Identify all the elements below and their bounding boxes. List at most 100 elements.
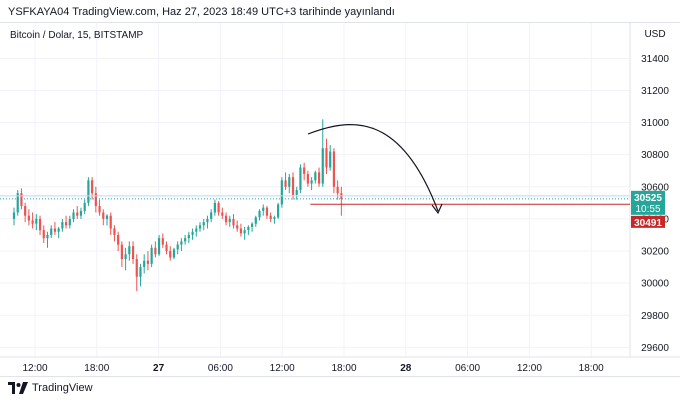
candle-body xyxy=(20,193,23,207)
candle-body xyxy=(124,254,127,260)
candle-body xyxy=(53,228,57,232)
overlays xyxy=(0,195,630,205)
candle-body xyxy=(16,193,19,213)
candle-body xyxy=(180,241,183,245)
user-drawing[interactable] xyxy=(307,124,443,215)
y-tick-label: 30800 xyxy=(641,150,669,161)
candle-body xyxy=(254,217,257,224)
candle-body xyxy=(94,193,97,207)
candle-body xyxy=(169,251,172,258)
candle-body xyxy=(202,222,205,226)
x-tick-label: 27 xyxy=(153,363,165,374)
candle-body xyxy=(191,231,194,235)
candle-body xyxy=(87,180,90,203)
candle-body xyxy=(131,246,135,260)
last-price-badge xyxy=(631,190,665,215)
candle-body xyxy=(306,173,309,184)
candle-body xyxy=(265,207,269,216)
header: YSFKAYA04 TradingView.com, Haz 27, 2023 … xyxy=(0,0,680,22)
candle-body xyxy=(332,151,336,187)
candle-body xyxy=(187,234,190,239)
candle-body xyxy=(83,202,86,211)
candlestick-chart[interactable]: Bitcoin / Dolar, 15, BITSTAMP USD 31400 3… xyxy=(0,23,680,378)
line-price-badge xyxy=(631,215,665,228)
candle-body xyxy=(46,234,49,239)
candle-body xyxy=(184,238,187,242)
candle-body xyxy=(72,212,75,219)
x-tick-label: 12:00 xyxy=(517,363,542,374)
candle-body xyxy=(57,228,60,232)
candle-body xyxy=(303,167,306,174)
candle-body xyxy=(232,218,235,226)
currency-label: USD xyxy=(644,29,665,40)
candle-body xyxy=(325,148,328,168)
candle-body xyxy=(217,202,220,213)
y-tick-label: 31200 xyxy=(641,86,669,97)
candle-body xyxy=(258,210,261,218)
candle-body xyxy=(273,217,276,219)
candle-body xyxy=(262,207,265,211)
x-tick-label: 18:00 xyxy=(579,363,604,374)
candle-body xyxy=(236,225,239,229)
candle-body xyxy=(76,212,79,216)
y-tick-label: 30200 xyxy=(641,247,669,258)
candle-body xyxy=(113,228,116,235)
candle-body xyxy=(12,212,16,219)
candle-body xyxy=(247,226,250,231)
x-tick-label: 28 xyxy=(400,363,412,374)
y-tick-label: 31400 xyxy=(641,54,669,65)
candle-body xyxy=(176,244,179,250)
candle-body xyxy=(277,204,280,218)
candle-body xyxy=(206,218,209,223)
candle-body xyxy=(150,247,153,264)
candle-body xyxy=(68,218,71,226)
candle-body xyxy=(135,259,138,277)
candle-body xyxy=(165,244,168,252)
last-price-label: 30525 xyxy=(634,193,662,204)
x-tick-label: 12:00 xyxy=(22,363,47,374)
drawn-arrowhead[interactable] xyxy=(431,203,443,215)
candle-body xyxy=(38,218,42,231)
x-tick-label: 12:00 xyxy=(270,363,295,374)
tradingview-logo[interactable]: TradingView xyxy=(8,382,93,394)
x-tick-label: 06:00 xyxy=(208,363,233,374)
candle-body xyxy=(250,223,254,227)
candle-body xyxy=(288,177,291,187)
y-tick-label: 29600 xyxy=(641,343,669,354)
time-axis[interactable]: 12:00 18:00 27 06:00 12:00 18:00 28 06:00 12:00 1… xyxy=(22,363,604,374)
candle-body xyxy=(295,190,298,195)
candle-body xyxy=(146,260,150,264)
candle-body xyxy=(336,186,339,194)
drawn-arrow-curve[interactable] xyxy=(307,124,439,212)
candle-body xyxy=(27,215,30,221)
candle-body xyxy=(228,218,231,223)
candle-body xyxy=(161,238,164,245)
symbol-title: Bitcoin / Dolar, 15, BITSTAMP xyxy=(10,30,144,41)
candle-body xyxy=(321,148,324,184)
y-tick-label: 30000 xyxy=(641,279,669,290)
candle-body xyxy=(310,180,313,184)
candle-body xyxy=(42,230,45,239)
candle-body xyxy=(291,177,295,195)
candle-body xyxy=(143,260,146,268)
candle-body xyxy=(195,228,198,232)
candle-body xyxy=(314,172,317,181)
candle-body xyxy=(24,206,27,216)
candle-body xyxy=(109,215,112,229)
candle-body xyxy=(98,206,101,213)
candle-body xyxy=(224,215,228,223)
grid-lines xyxy=(0,23,630,357)
candle-body xyxy=(329,151,332,168)
x-tick-label: 06:00 xyxy=(455,363,480,374)
candles xyxy=(12,119,343,292)
candle-body xyxy=(213,202,216,213)
candle-body xyxy=(299,167,302,190)
tradingview-brand: TradingView xyxy=(32,382,93,394)
candle-body xyxy=(317,172,321,184)
x-tick-label: 18:00 xyxy=(331,363,356,374)
publish-info: YSFKAYA04 TradingView.com, Haz 27, 2023 … xyxy=(8,6,395,18)
candle-body xyxy=(172,249,176,258)
candle-body xyxy=(91,180,94,194)
candle-body xyxy=(64,222,68,226)
